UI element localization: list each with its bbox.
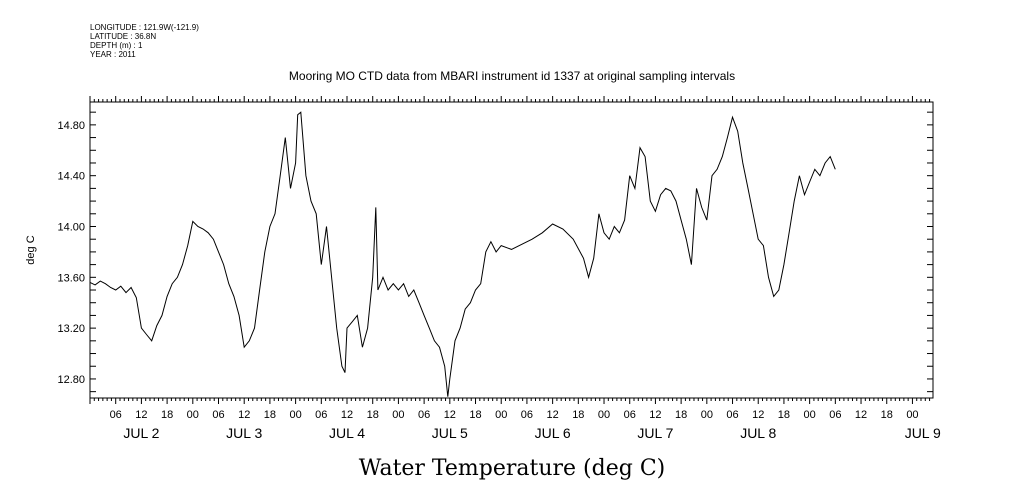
x-hour-label: 06 — [624, 409, 636, 421]
series-line — [89, 111, 836, 397]
x-hour-label: 12 — [649, 409, 661, 421]
x-hour-label: 12 — [546, 409, 558, 421]
x-day-label: JUL 5 — [432, 425, 468, 441]
x-day-label: JUL 9 — [905, 425, 941, 441]
x-hour-label: 12 — [752, 409, 764, 421]
x-hour-label: 06 — [418, 409, 430, 421]
x-hour-label: 12 — [444, 409, 456, 421]
x-hour-label: 18 — [778, 409, 790, 421]
x-day-label: JUL 3 — [226, 425, 262, 441]
x-hour-label: 06 — [212, 409, 224, 421]
x-hour-label: 12 — [238, 409, 250, 421]
x-hour-label: 06 — [829, 409, 841, 421]
x-day-label: JUL 6 — [535, 425, 571, 441]
x-hour-label: 00 — [187, 409, 199, 421]
x-hour-label: 06 — [726, 409, 738, 421]
y-tick-label: 14.40 — [57, 171, 85, 183]
y-axis-ticks: 12.80 13.20 13.60 14.00 14.40 14.80 — [57, 111, 933, 393]
y-axis-label: deg C — [25, 235, 37, 264]
minor-ticks — [89, 96, 931, 404]
y-tick-label: 13.20 — [57, 323, 85, 335]
header-depth: DEPTH (m) : 1 — [90, 41, 143, 50]
x-hour-label: 12 — [341, 409, 353, 421]
x-hour-label: 18 — [572, 409, 584, 421]
x-hour-label: 06 — [521, 409, 533, 421]
x-hour-label: 00 — [289, 409, 301, 421]
chart-title: Mooring MO CTD data from MBARI instrumen… — [289, 69, 735, 83]
x-hour-label: 18 — [264, 409, 276, 421]
x-hour-label: 12 — [855, 409, 867, 421]
y-tick-label: 14.00 — [57, 221, 85, 233]
x-hour-label: 18 — [367, 409, 379, 421]
x-hour-label: 18 — [675, 409, 687, 421]
x-axis-ticks: 06 12 18 00 06 12 18 00 06 12 18 00 06 12 18 00 06 12 18 00… — [110, 409, 919, 421]
x-hour-label: 00 — [804, 409, 816, 421]
x-day-label: JUL 8 — [740, 425, 776, 441]
x-hour-label: 06 — [110, 409, 122, 421]
x-day-label: JUL 7 — [637, 425, 673, 441]
x-hour-label: 18 — [161, 409, 173, 421]
x-day-label: JUL 2 — [123, 425, 159, 441]
x-hour-label: 00 — [598, 409, 610, 421]
x-hour-label: 00 — [495, 409, 507, 421]
x-hour-label: 00 — [392, 409, 404, 421]
x-hour-label: 06 — [315, 409, 327, 421]
x-hour-label: 12 — [135, 409, 147, 421]
x-axis-label: Water Temperature (deg C) — [359, 456, 666, 481]
header-year: YEAR : 2011 — [90, 50, 136, 59]
x-hour-label: 00 — [906, 409, 918, 421]
x-hour-label: 18 — [881, 409, 893, 421]
x-axis-day-labels: JUL 2 JUL 3 JUL 4 JUL 5 JUL 6 JUL 7 JUL 8 JUL 9 — [123, 425, 941, 441]
x-hour-label: 18 — [469, 409, 481, 421]
plot-frame — [89, 101, 934, 399]
y-tick-label: 12.80 — [57, 374, 85, 386]
y-tick-label: 14.80 — [57, 120, 85, 132]
series-layer — [89, 111, 836, 397]
x-hour-label: 00 — [701, 409, 713, 421]
header-longitude: LONGITUDE : 121.9W(-121.9) — [90, 23, 199, 32]
header-latitude: LATITUDE : 36.8N — [90, 32, 156, 41]
x-day-label: JUL 4 — [329, 425, 365, 441]
y-tick-label: 13.60 — [57, 272, 85, 284]
